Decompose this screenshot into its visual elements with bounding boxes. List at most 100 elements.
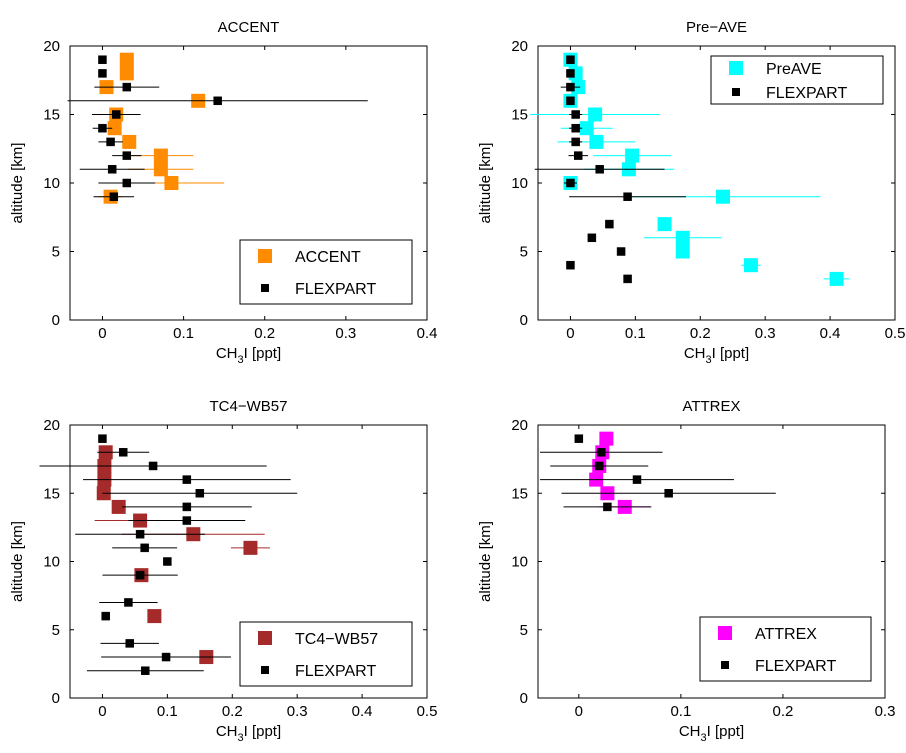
y-tick-label: 5 (52, 622, 60, 639)
flexpart-marker (605, 219, 614, 229)
observation-marker (579, 121, 594, 136)
flexpart-marker (122, 178, 132, 188)
y-tick-label: 0 (52, 312, 60, 329)
legend-marker (721, 661, 729, 669)
y-tick-label: 20 (511, 417, 528, 434)
flexpart-marker (594, 461, 604, 471)
flexpart-marker (571, 110, 580, 119)
flexpart-marker (122, 151, 132, 160)
y-tick-label: 20 (511, 38, 528, 55)
chart-panel: 0 0.1 0.2 0.3 0.4 0 5 10 15 20 ACCENT CH3I [ppt] alt… (9, 19, 437, 366)
flexpart-marker (566, 82, 575, 92)
flexpart-marker (148, 461, 158, 471)
legend-label: FLEXPART (755, 658, 836, 675)
flexpart-marker (101, 611, 110, 621)
y-tick-label: 5 (52, 244, 60, 261)
x-tick-label: 0.3 (335, 325, 356, 342)
observation-marker (111, 499, 126, 514)
x-tick-label: 0.4 (352, 703, 373, 720)
flexpart-marker (571, 137, 580, 147)
legend-marker (258, 631, 272, 645)
flexpart-marker (125, 639, 134, 648)
flexpart-marker (163, 557, 172, 566)
flexpart-marker (135, 570, 145, 580)
observation-marker (153, 162, 168, 177)
observation-marker (147, 609, 162, 624)
x-tick-label: 0.3 (755, 325, 776, 342)
x-axis-label: CH3I [ppt] (679, 723, 744, 744)
observation-marker (715, 189, 730, 204)
observation-marker (119, 66, 134, 81)
y-tick-label: 0 (520, 312, 528, 329)
observation-marker (829, 271, 844, 286)
flexpart-marker (623, 274, 632, 284)
x-tick-label: 0.2 (690, 325, 711, 342)
flexpart-marker (107, 165, 117, 174)
y-tick-label: 15 (511, 485, 528, 502)
legend-marker (261, 666, 269, 674)
x-tick-label: 0 (575, 703, 583, 720)
legend: PreAVE FLEXPART (710, 55, 884, 105)
flexpart-marker (574, 434, 584, 443)
flexpart-marker (182, 475, 192, 484)
y-tick-label: 0 (52, 690, 60, 707)
flexpart-marker (98, 434, 107, 443)
observation-marker (675, 230, 690, 245)
observation-marker (599, 431, 614, 446)
legend-marker (732, 88, 740, 96)
x-tick-label: 0 (98, 325, 106, 342)
observation-marker (743, 258, 758, 273)
observation-marker (588, 107, 603, 122)
flexpart-marker (195, 489, 205, 498)
legend-marker (729, 61, 743, 75)
flexpart-marker (213, 96, 222, 106)
flexpart-marker (597, 448, 606, 457)
x-tick-label: 0.5 (417, 703, 438, 720)
flexpart-marker (664, 489, 673, 498)
flexpart-marker (182, 502, 192, 512)
x-tick-label: 0.2 (773, 703, 794, 720)
observation-marker (675, 244, 690, 259)
chart-title: ATTREX (682, 398, 740, 415)
x-tick-label: 0.2 (254, 325, 275, 342)
y-axis-label: altitude [km] (9, 521, 26, 602)
flexpart-marker (141, 666, 150, 675)
flexpart-marker (623, 192, 632, 201)
x-tick-label: 0.3 (875, 703, 896, 720)
y-tick-label: 10 (43, 175, 60, 192)
observation-marker (625, 148, 640, 163)
flexpart-marker (566, 178, 575, 188)
y-tick-label: 10 (511, 175, 528, 192)
observation-marker (122, 134, 137, 149)
flexpart-marker (566, 260, 575, 270)
flexpart-marker (603, 502, 612, 512)
flexpart-marker (566, 69, 575, 78)
x-tick-label: 0.1 (625, 325, 646, 342)
flexpart-marker (182, 516, 192, 525)
chart-title: TC4−WB57 (210, 398, 288, 415)
x-tick-label: 0.1 (670, 703, 691, 720)
x-tick-label: 0.1 (173, 325, 194, 342)
x-axis-label: CH3I [ppt] (216, 345, 281, 366)
y-tick-label: 15 (43, 485, 60, 502)
x-tick-label: 0 (566, 325, 574, 342)
legend-marker (718, 626, 732, 640)
x-tick-label: 0.4 (820, 325, 841, 342)
legend-label: PreAVE (766, 61, 822, 78)
flexpart-marker (566, 96, 575, 106)
flexpart-marker (109, 192, 119, 201)
y-tick-label: 15 (511, 107, 528, 124)
flexpart-marker (161, 652, 171, 662)
legend-label: FLEXPART (295, 663, 376, 680)
observation-marker (119, 52, 134, 67)
legend: TC4−WB57 FLEXPART (239, 621, 413, 687)
chart-title: ACCENT (218, 19, 280, 36)
flexpart-marker (124, 598, 133, 607)
chart-title: Pre−AVE (686, 19, 747, 36)
y-tick-label: 10 (511, 554, 528, 571)
legend-label: TC4−WB57 (295, 631, 378, 648)
observation-marker (153, 148, 168, 163)
flexpart-marker (98, 69, 107, 78)
observation-marker (243, 540, 258, 555)
